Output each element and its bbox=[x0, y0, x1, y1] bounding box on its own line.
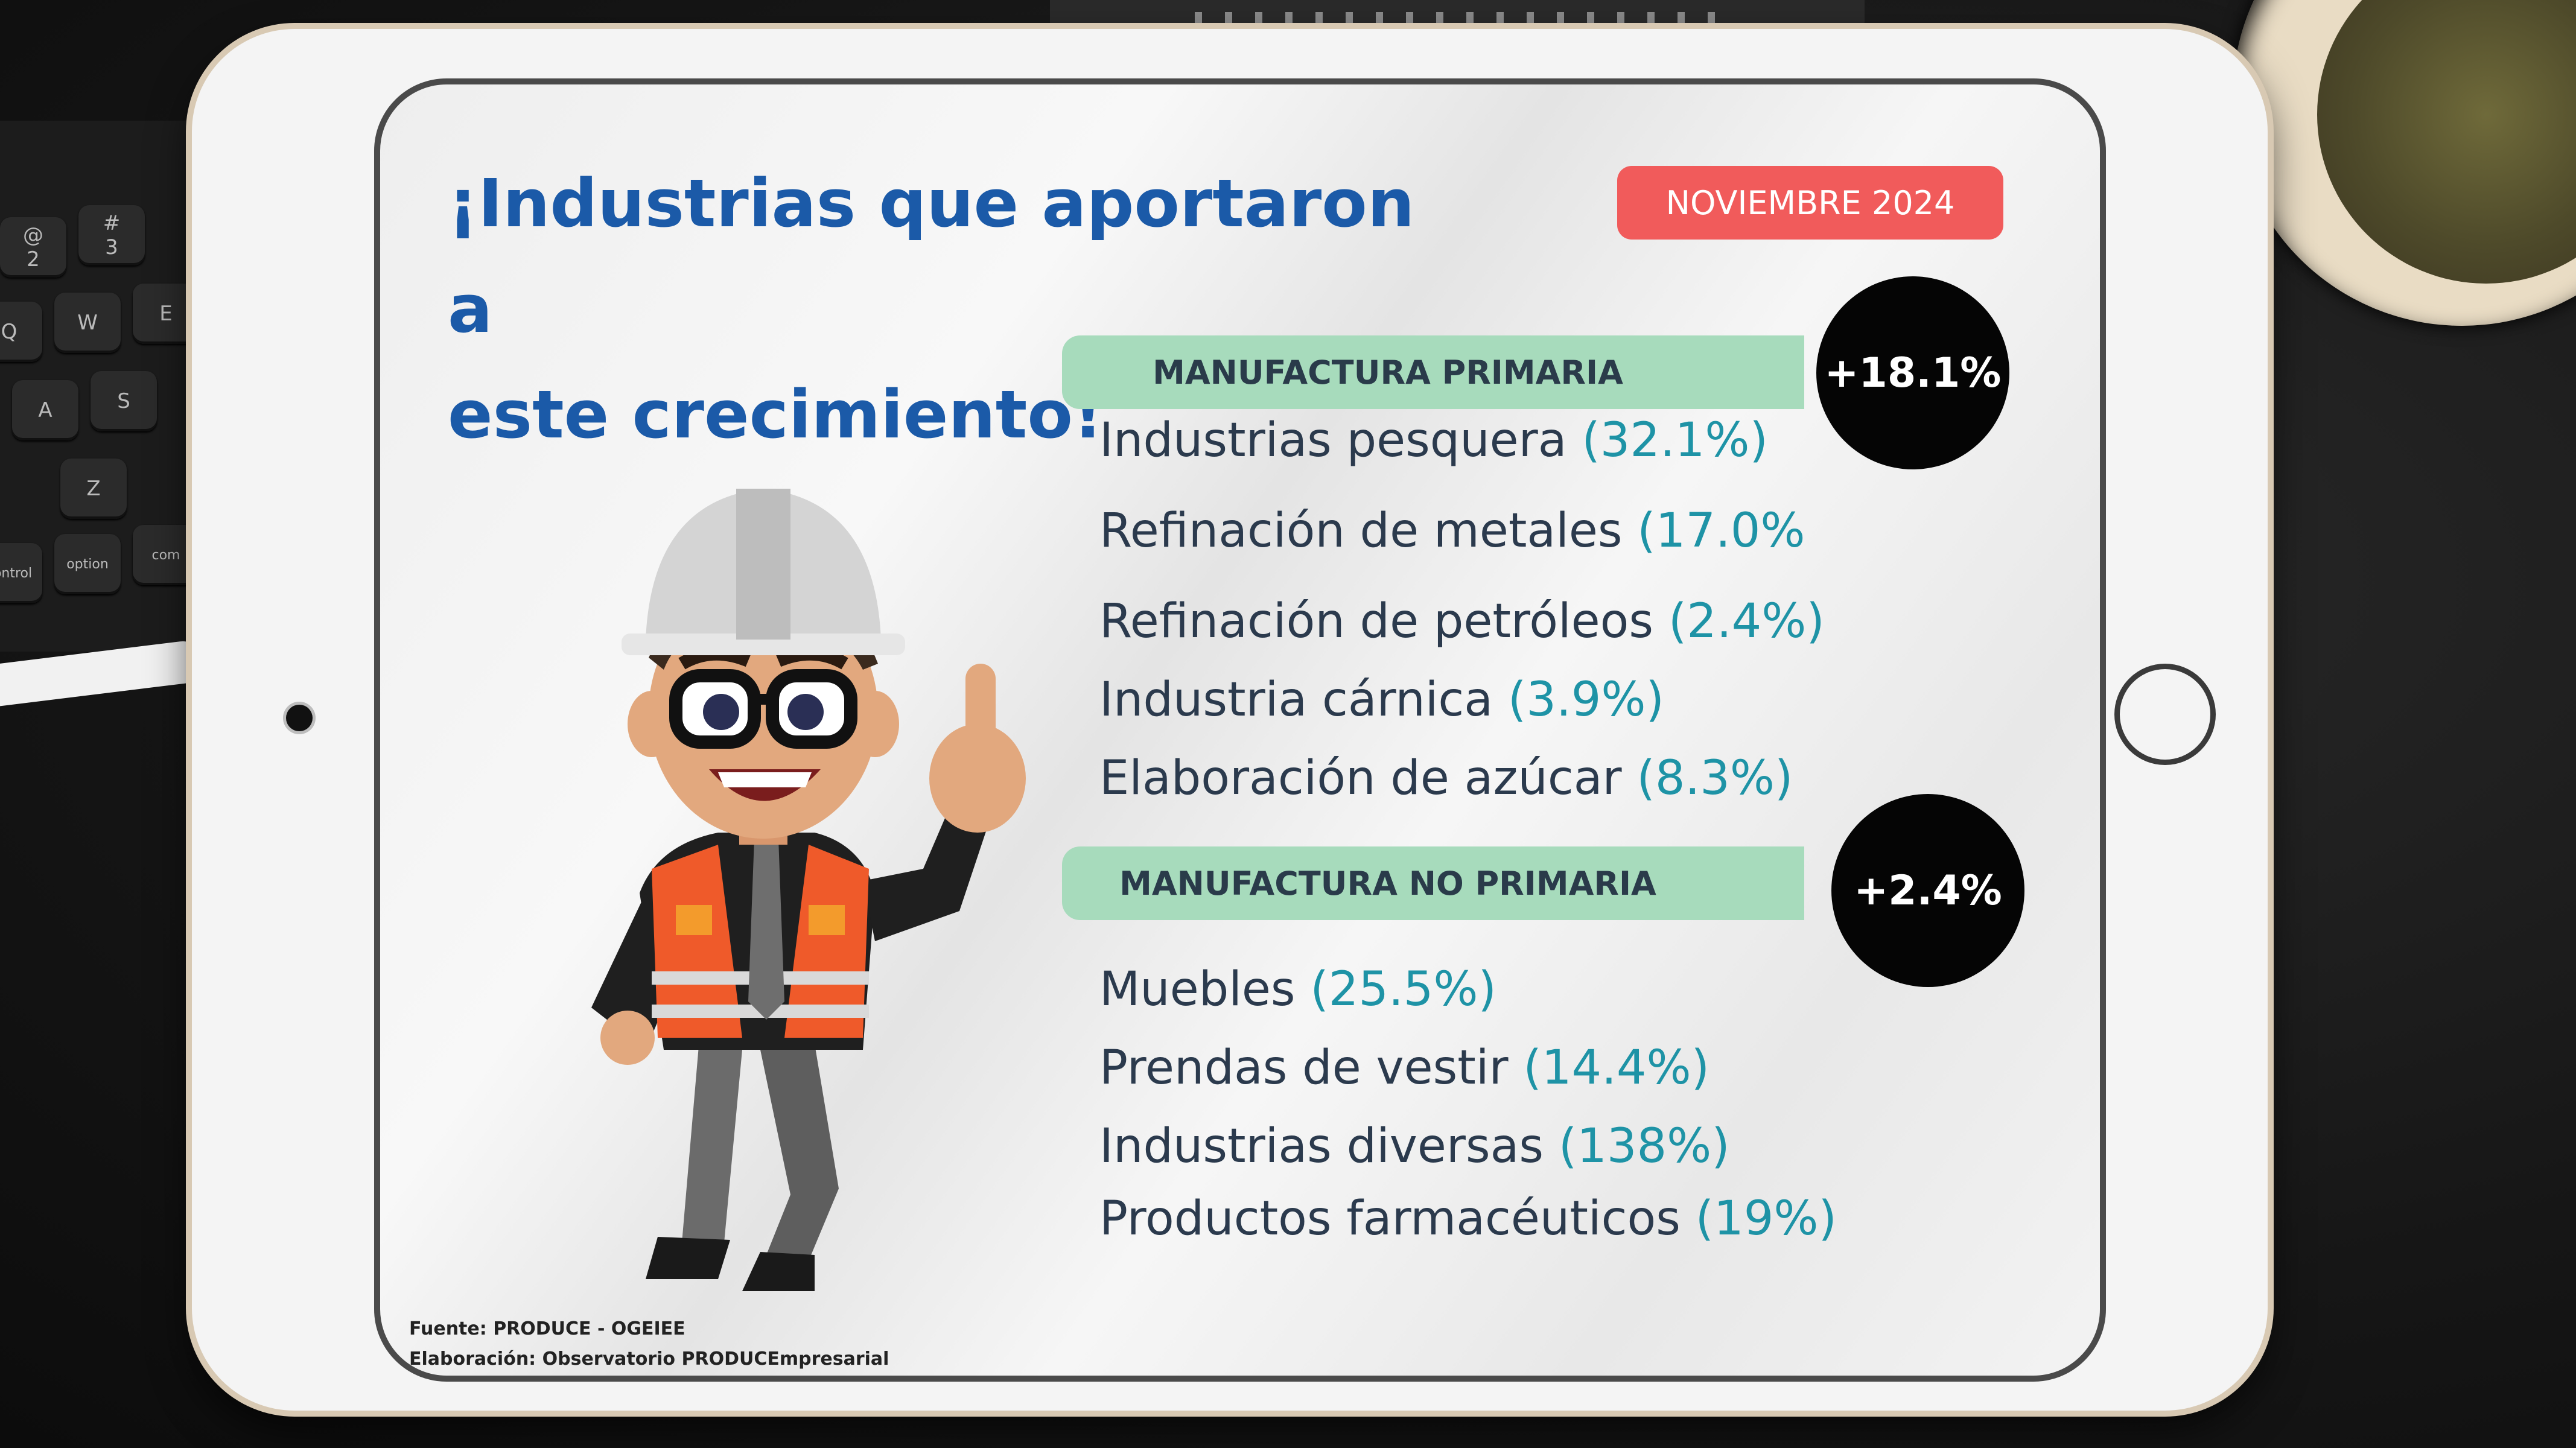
item-pct: (138%) bbox=[1558, 1119, 1730, 1173]
key-label: 2 bbox=[27, 247, 40, 272]
worker-vest-left bbox=[652, 845, 742, 1038]
key-option: option bbox=[54, 534, 121, 594]
item-name: Refinación de metales bbox=[1099, 504, 1623, 558]
key-label: @ bbox=[23, 223, 43, 247]
worker-vest-pocket bbox=[809, 905, 845, 935]
worker-hand-left bbox=[600, 1011, 655, 1065]
key-label: option bbox=[66, 556, 109, 572]
list-item: Industria cárnica (3.9%) bbox=[1099, 673, 1664, 727]
item-name: Refinación de petróleos bbox=[1099, 594, 1654, 649]
worker-ear-right bbox=[851, 691, 899, 757]
worker-glasses-bridge bbox=[751, 694, 775, 705]
credit-line: Elaboración: Observatorio PRODUCEmpresar… bbox=[409, 1348, 889, 1370]
infographic-screen: ¡Industrias que aportaron a este crecimi… bbox=[374, 78, 2106, 1382]
item-pct: (3.9%) bbox=[1507, 673, 1664, 727]
growth-badge-non-primary: +2.4% bbox=[1831, 794, 2024, 987]
title-line-1: ¡Industrias que aportaron a bbox=[448, 165, 1415, 348]
key-2: @ 2 bbox=[0, 217, 66, 278]
category-bar-primary: MANUFACTURA PRIMARIA bbox=[1062, 335, 1804, 409]
item-pct: (14.4%) bbox=[1523, 1041, 1710, 1095]
source-line: Fuente: PRODUCE - OGEIEE bbox=[409, 1318, 685, 1339]
home-button[interactable] bbox=[2114, 664, 2216, 765]
worker-shoe-right bbox=[742, 1252, 815, 1291]
list-item: Elaboración de azúcar (8.3%) bbox=[1099, 751, 1793, 805]
key-label: S bbox=[117, 389, 130, 413]
worker-shoe-left bbox=[646, 1237, 730, 1279]
key-s: S bbox=[91, 371, 157, 431]
construction-worker-illustration bbox=[591, 489, 1026, 1291]
worker-tie bbox=[748, 839, 784, 1020]
list-item: Prendas de vestir (14.4%) bbox=[1099, 1041, 1709, 1095]
list-item: Refinación de metales (17.0% bbox=[1099, 504, 1805, 558]
item-name: Industria cárnica bbox=[1099, 673, 1493, 727]
title-line-2: este crecimiento! bbox=[448, 376, 1104, 453]
date-badge: NOVIEMBRE 2024 bbox=[1617, 166, 2003, 240]
item-name: Productos farmacéuticos bbox=[1099, 1192, 1681, 1246]
key-label: E bbox=[159, 302, 173, 326]
worker-leg-right bbox=[760, 1044, 839, 1261]
item-name: Industrias diversas bbox=[1099, 1119, 1544, 1173]
item-name: Elaboración de azúcar bbox=[1099, 751, 1622, 805]
key-label: # bbox=[103, 211, 121, 235]
item-pct: (17.0% bbox=[1637, 504, 1805, 558]
list-item: Refinación de petróleos (2.4%) bbox=[1099, 594, 1825, 649]
key-w: W bbox=[54, 293, 121, 353]
item-name: Muebles bbox=[1099, 962, 1296, 1017]
worker-leg-left bbox=[682, 1032, 742, 1243]
worker-vest-pocket bbox=[676, 905, 712, 935]
list-item: Productos farmacéuticos (19%) bbox=[1099, 1192, 1837, 1246]
list-item: Industrias diversas (138%) bbox=[1099, 1119, 1730, 1173]
list-item: Industrias pesquera (32.1%) bbox=[1099, 413, 1768, 468]
key-3: # 3 bbox=[78, 205, 145, 265]
camera-icon bbox=[286, 705, 313, 731]
page-title: ¡Industrias que aportaron a este crecimi… bbox=[448, 151, 1474, 468]
key-a: A bbox=[12, 380, 78, 440]
worker-vest-right bbox=[784, 845, 869, 1038]
key-control: control bbox=[0, 543, 42, 603]
worker-helmet-ridge bbox=[736, 489, 790, 640]
item-pct: (32.1%) bbox=[1582, 413, 1768, 468]
growth-badge-primary: +18.1% bbox=[1816, 276, 2009, 469]
worker-ear-left bbox=[628, 691, 676, 757]
key-label: Q bbox=[1, 320, 17, 344]
key-label: 3 bbox=[105, 235, 118, 259]
worker-helmet-brim bbox=[622, 634, 905, 655]
key-q: Q bbox=[0, 302, 42, 362]
key-label: control bbox=[0, 565, 33, 581]
key-label: A bbox=[38, 398, 52, 422]
worker-eye-left bbox=[703, 694, 739, 730]
keyboard: @ 2 # 3 Q W E A S Z control option com bbox=[0, 121, 229, 652]
category-bar-non-primary: MANUFACTURA NO PRIMARIA bbox=[1062, 846, 1804, 920]
key-e: E bbox=[133, 284, 199, 344]
key-z: Z bbox=[60, 459, 127, 519]
item-pct: (8.3%) bbox=[1636, 751, 1793, 805]
worker-thumb bbox=[965, 664, 996, 760]
item-pct: (19%) bbox=[1695, 1192, 1837, 1246]
key-command: com bbox=[133, 525, 199, 585]
item-pct: (2.4%) bbox=[1668, 594, 1825, 649]
item-name: Prendas de vestir bbox=[1099, 1041, 1509, 1095]
worker-hand-right bbox=[929, 724, 1026, 833]
worker-teeth bbox=[718, 772, 812, 787]
item-name: Industrias pesquera bbox=[1099, 413, 1567, 468]
key-label: Z bbox=[86, 477, 101, 501]
worker-eye-right bbox=[787, 694, 824, 730]
key-label: W bbox=[77, 311, 98, 335]
key-label: com bbox=[151, 547, 180, 563]
list-item: Muebles (25.5%) bbox=[1099, 962, 1496, 1017]
item-pct: (25.5%) bbox=[1310, 962, 1496, 1017]
